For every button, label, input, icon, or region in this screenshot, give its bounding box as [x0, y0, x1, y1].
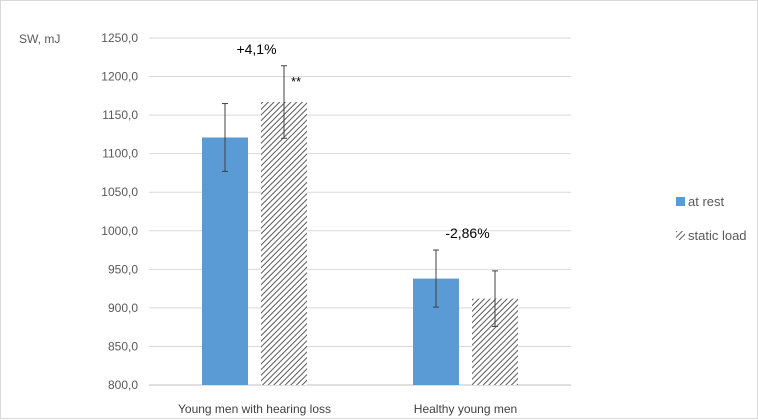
- y-tick-labels: 800,0 850,0 900,0 950,0 1000,0 1050,0 1100,0 11…: [101, 31, 138, 392]
- category-label: Young men with hearing loss: [178, 402, 331, 416]
- y-tick-label: 1250,0: [101, 31, 138, 45]
- y-tick-label: 1200,0: [101, 70, 138, 84]
- legend-swatch: [676, 231, 685, 240]
- error-bars: [222, 65, 498, 327]
- percent-change-label: +4,1%: [236, 41, 276, 57]
- bar: [202, 137, 248, 385]
- legend: at rest static load: [676, 194, 747, 243]
- legend-swatch: [676, 197, 685, 206]
- category-label: Healthy young men: [414, 402, 517, 416]
- significance-marker: **: [291, 74, 301, 89]
- category-labels: Young men with hearing loss Healthy young…: [178, 402, 517, 416]
- y-tick-label: 950,0: [108, 262, 138, 276]
- y-tick-label: 1100,0: [102, 147, 138, 161]
- bars: [202, 102, 518, 385]
- y-tick-label: 1000,0: [101, 224, 138, 238]
- percent-change-label: -2,86%: [445, 225, 489, 241]
- y-axis-label: SW, mJ: [19, 32, 60, 46]
- annotations: +4,1% ** -2,86%: [236, 41, 489, 241]
- y-tick-label: 1150,0: [102, 108, 138, 122]
- y-tick-label: 1050,0: [101, 185, 138, 199]
- y-tick-label: 900,0: [108, 301, 138, 315]
- legend-label: static load: [688, 228, 747, 243]
- legend-label: at rest: [688, 194, 725, 209]
- y-tick-label: 800,0: [108, 378, 138, 392]
- y-tick-label: 850,0: [108, 339, 138, 353]
- bar: [261, 102, 307, 385]
